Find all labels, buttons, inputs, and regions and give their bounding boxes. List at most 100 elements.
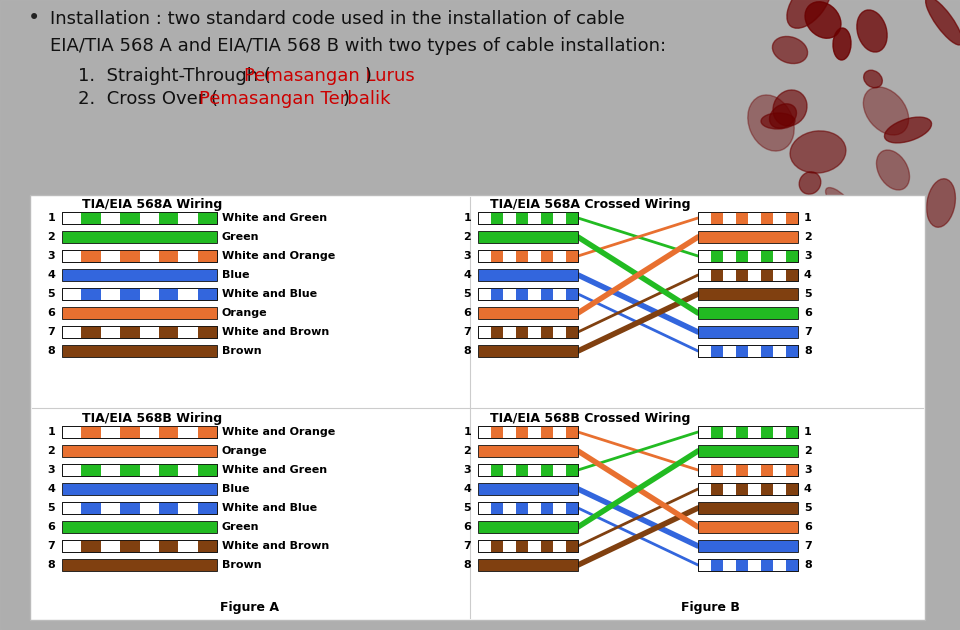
Bar xyxy=(540,502,553,514)
Bar xyxy=(62,426,217,438)
Ellipse shape xyxy=(864,70,882,88)
Text: Figure A: Figure A xyxy=(221,601,279,614)
Text: 6: 6 xyxy=(804,522,812,532)
Text: White and Blue: White and Blue xyxy=(222,289,317,299)
Ellipse shape xyxy=(884,117,931,143)
Ellipse shape xyxy=(790,131,846,173)
Text: 6: 6 xyxy=(463,522,471,532)
Bar xyxy=(698,559,798,571)
Text: Green: Green xyxy=(222,232,259,242)
Bar xyxy=(698,483,798,495)
Text: 7: 7 xyxy=(47,327,55,337)
Text: 7: 7 xyxy=(464,327,471,337)
Bar xyxy=(735,345,748,357)
Text: 2: 2 xyxy=(804,232,812,242)
Bar xyxy=(540,212,553,224)
Bar xyxy=(62,250,217,262)
Bar xyxy=(540,326,553,338)
Bar xyxy=(710,269,723,281)
Bar xyxy=(540,540,553,552)
Bar xyxy=(478,540,578,552)
Bar xyxy=(698,269,798,281)
Bar xyxy=(698,426,798,438)
Bar xyxy=(698,426,798,438)
Bar xyxy=(62,326,217,338)
Bar xyxy=(735,464,748,476)
Text: 3: 3 xyxy=(464,465,471,475)
Bar xyxy=(735,559,748,571)
Bar xyxy=(760,464,773,476)
Bar xyxy=(198,326,217,338)
Ellipse shape xyxy=(770,104,797,128)
Bar xyxy=(62,540,217,552)
Bar xyxy=(62,464,217,476)
Text: 3: 3 xyxy=(47,465,55,475)
Bar xyxy=(120,326,139,338)
Bar xyxy=(710,345,723,357)
Bar xyxy=(516,502,528,514)
Ellipse shape xyxy=(876,150,909,190)
Bar xyxy=(785,212,798,224)
Text: 7: 7 xyxy=(47,541,55,551)
Bar xyxy=(698,345,798,357)
Bar xyxy=(478,559,578,571)
Text: 6: 6 xyxy=(47,308,55,318)
Text: 1: 1 xyxy=(804,427,812,437)
Text: TIA/EIA 568A Crossed Wiring: TIA/EIA 568A Crossed Wiring xyxy=(490,198,690,211)
Text: 7: 7 xyxy=(804,541,812,551)
Bar xyxy=(478,326,578,338)
Text: 2: 2 xyxy=(47,446,55,456)
Text: 5: 5 xyxy=(804,503,811,513)
Bar xyxy=(62,445,217,457)
Text: 2: 2 xyxy=(804,446,812,456)
Text: TIA/EIA 568B Wiring: TIA/EIA 568B Wiring xyxy=(82,412,222,425)
Bar xyxy=(62,307,217,319)
Text: 2: 2 xyxy=(464,232,471,242)
Bar xyxy=(158,212,179,224)
Bar xyxy=(62,502,217,514)
Text: 1: 1 xyxy=(47,213,55,223)
Bar xyxy=(478,521,578,533)
Text: ): ) xyxy=(343,90,349,108)
Bar xyxy=(62,540,217,552)
Bar xyxy=(710,559,723,571)
Text: 2: 2 xyxy=(464,446,471,456)
Text: 7: 7 xyxy=(804,327,812,337)
Bar xyxy=(760,269,773,281)
Bar xyxy=(698,212,798,224)
Text: 8: 8 xyxy=(47,346,55,356)
Bar xyxy=(62,269,217,281)
Bar xyxy=(82,212,101,224)
Bar xyxy=(478,231,578,243)
Bar xyxy=(698,307,798,319)
Bar xyxy=(198,288,217,300)
Bar xyxy=(478,269,578,281)
Text: Brown: Brown xyxy=(222,560,262,570)
Bar xyxy=(565,212,578,224)
Text: 4: 4 xyxy=(463,270,471,280)
Bar xyxy=(516,288,528,300)
Bar xyxy=(565,540,578,552)
Bar xyxy=(62,212,217,224)
Text: 8: 8 xyxy=(804,560,812,570)
Text: 3: 3 xyxy=(47,251,55,261)
Ellipse shape xyxy=(833,28,851,60)
Bar xyxy=(158,326,179,338)
Bar xyxy=(565,250,578,262)
Bar xyxy=(120,540,139,552)
Text: 8: 8 xyxy=(47,560,55,570)
Bar xyxy=(198,426,217,438)
Bar xyxy=(62,345,217,357)
Bar xyxy=(710,426,723,438)
Bar xyxy=(516,540,528,552)
Text: 4: 4 xyxy=(463,484,471,494)
Bar xyxy=(478,483,578,495)
Text: 8: 8 xyxy=(464,346,471,356)
Bar xyxy=(491,250,503,262)
Text: Orange: Orange xyxy=(222,446,268,456)
Bar xyxy=(735,212,748,224)
Bar xyxy=(82,250,101,262)
Text: 5: 5 xyxy=(804,289,811,299)
Bar xyxy=(698,464,798,476)
Bar xyxy=(478,307,578,319)
